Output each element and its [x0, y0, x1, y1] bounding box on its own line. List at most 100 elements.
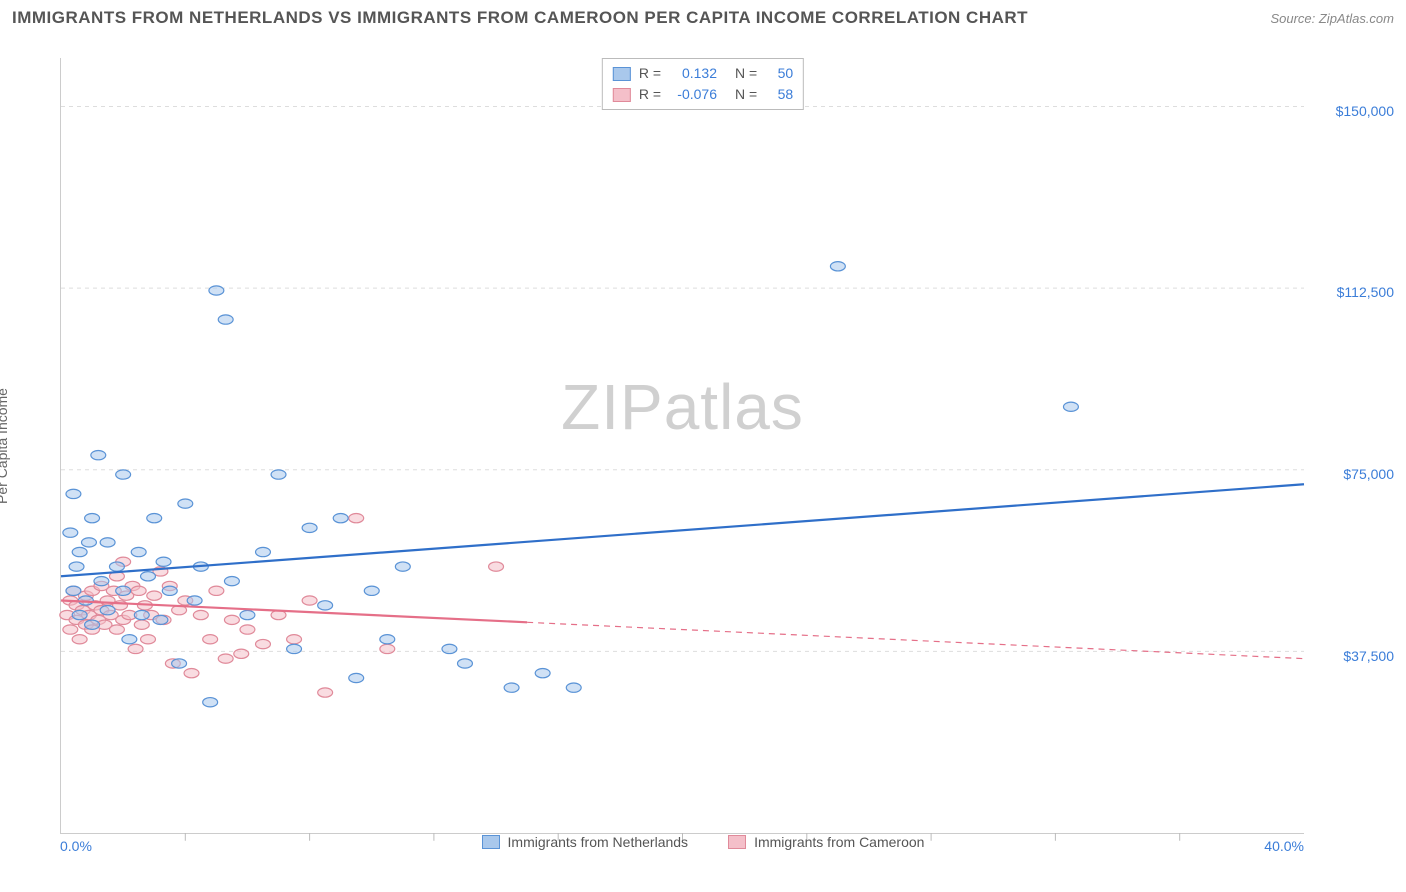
- data-point: [442, 644, 457, 653]
- y-tick-label: $75,000: [1343, 466, 1394, 482]
- data-point: [147, 591, 162, 600]
- correlation-legend: R = 0.132 N = 50 R = -0.076 N = 58: [602, 58, 804, 110]
- data-point: [380, 635, 395, 644]
- data-point: [203, 698, 218, 707]
- trend-line: [61, 484, 1304, 576]
- chart-title: IMMIGRANTS FROM NETHERLANDS VS IMMIGRANT…: [12, 8, 1028, 28]
- data-point: [224, 576, 239, 585]
- data-point: [302, 596, 317, 605]
- data-point: [116, 470, 131, 479]
- legend-item: Immigrants from Netherlands: [482, 834, 689, 850]
- stat-r-value: 0.132: [669, 63, 717, 84]
- data-point: [256, 547, 271, 556]
- data-point: [287, 635, 302, 644]
- data-point: [318, 601, 333, 610]
- data-point: [141, 635, 156, 644]
- data-point: [72, 547, 87, 556]
- legend-swatch: [728, 835, 746, 849]
- data-point: [134, 620, 149, 629]
- data-point: [131, 547, 146, 556]
- data-point: [172, 659, 187, 668]
- data-point: [287, 644, 302, 653]
- data-point: [131, 586, 146, 595]
- data-point: [302, 523, 317, 532]
- stat-n-label: N =: [735, 63, 757, 84]
- legend-stat-row: R = 0.132 N = 50: [613, 63, 793, 84]
- data-point: [458, 659, 473, 668]
- data-point: [153, 615, 168, 624]
- data-point: [209, 586, 224, 595]
- legend-label: Immigrants from Netherlands: [508, 834, 689, 850]
- legend-label: Immigrants from Cameroon: [754, 834, 924, 850]
- data-point: [193, 610, 208, 619]
- legend-swatch: [613, 67, 631, 81]
- data-point: [364, 586, 379, 595]
- scatter-svg: [61, 58, 1304, 833]
- data-point: [72, 635, 87, 644]
- stat-r-value: -0.076: [669, 84, 717, 105]
- data-point: [349, 514, 364, 523]
- data-point: [72, 610, 87, 619]
- data-point: [94, 576, 109, 585]
- stat-r-label: R =: [639, 63, 661, 84]
- y-tick-label: $150,000: [1336, 103, 1394, 119]
- data-point: [184, 669, 199, 678]
- data-point: [224, 615, 239, 624]
- legend-stat-row: R = -0.076 N = 58: [613, 84, 793, 105]
- data-point: [100, 538, 115, 547]
- data-point: [504, 683, 519, 692]
- data-point: [1063, 402, 1078, 411]
- data-point: [69, 562, 84, 571]
- data-point: [178, 499, 193, 508]
- data-point: [380, 644, 395, 653]
- data-point: [830, 262, 845, 271]
- y-tick-label: $112,500: [1337, 284, 1394, 300]
- data-point: [535, 669, 550, 678]
- data-point: [63, 625, 78, 634]
- data-point: [66, 586, 81, 595]
- data-point: [395, 562, 410, 571]
- data-point: [333, 514, 348, 523]
- data-point: [116, 586, 131, 595]
- data-point: [91, 451, 106, 460]
- legend-swatch: [613, 88, 631, 102]
- data-point: [63, 528, 78, 537]
- stat-n-value: 58: [765, 84, 793, 105]
- data-point: [240, 625, 255, 634]
- data-point: [82, 538, 97, 547]
- data-point: [147, 514, 162, 523]
- data-point: [240, 610, 255, 619]
- data-point: [128, 644, 143, 653]
- stat-n-label: N =: [735, 84, 757, 105]
- data-point: [109, 625, 124, 634]
- legend-item: Immigrants from Cameroon: [728, 834, 924, 850]
- data-point: [85, 620, 100, 629]
- stat-r-label: R =: [639, 84, 661, 105]
- data-point: [566, 683, 581, 692]
- data-point: [209, 286, 224, 295]
- data-point: [156, 557, 171, 566]
- data-point: [122, 635, 137, 644]
- y-tick-label: $37,500: [1343, 648, 1394, 664]
- data-point: [100, 606, 115, 615]
- source-attribution: Source: ZipAtlas.com: [1270, 11, 1394, 26]
- data-point: [489, 562, 504, 571]
- data-point: [218, 654, 233, 663]
- data-point: [349, 673, 364, 682]
- data-point: [318, 688, 333, 697]
- data-point: [256, 639, 271, 648]
- data-point: [218, 315, 233, 324]
- data-point: [187, 596, 202, 605]
- y-axis-label: Per Capita Income: [0, 388, 10, 504]
- data-point: [203, 635, 218, 644]
- data-point: [271, 470, 286, 479]
- data-point: [234, 649, 249, 658]
- stat-n-value: 50: [765, 63, 793, 84]
- data-point: [134, 610, 149, 619]
- data-point: [66, 489, 81, 498]
- legend-swatch: [482, 835, 500, 849]
- plot-area: ZIPatlas: [60, 58, 1304, 834]
- data-point: [162, 586, 177, 595]
- data-point: [109, 562, 124, 571]
- chart-container: Per Capita Income ZIPatlas R =0.132N =50…: [12, 40, 1394, 852]
